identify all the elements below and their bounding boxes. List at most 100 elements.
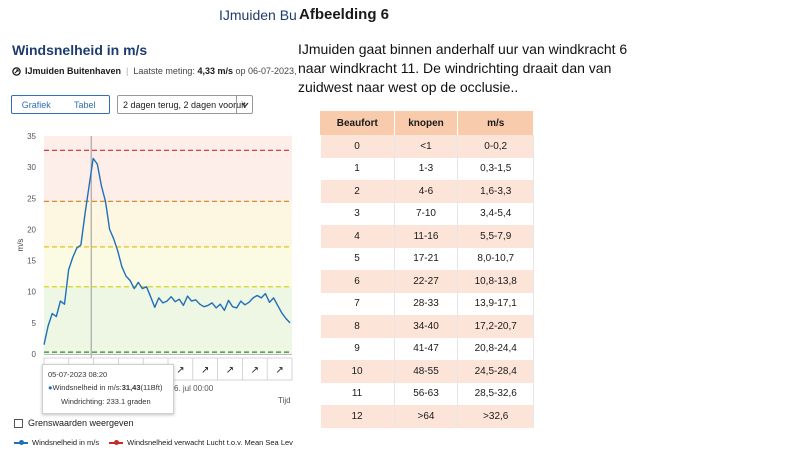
legend-swatch-forecast (109, 440, 124, 445)
cell-ms: 20,8-24,4 (457, 337, 534, 360)
series-dot-icon: ● (48, 383, 53, 392)
cell-beaufort: 7 (320, 292, 395, 315)
cell-knopen: <1 (394, 135, 459, 158)
cell-knopen: 7-10 (394, 202, 459, 225)
range-select-value: 2 dagen terug, 2 dagen vooruit (123, 99, 246, 110)
y-tick-label: 0 (32, 350, 37, 359)
station-name: IJmuiden Buitenhaven (25, 66, 122, 76)
location-pin-icon (12, 66, 21, 76)
tab-tabel[interactable]: Tabel (73, 99, 96, 110)
cell-knopen: 28-33 (394, 292, 459, 315)
cell-beaufort: 4 (320, 225, 395, 248)
cell-beaufort: 10 (320, 360, 395, 383)
cell-knopen: 56-63 (394, 382, 459, 405)
cell-beaufort: 0 (320, 135, 395, 158)
thresholds-toggle[interactable]: Grenswaarden weergeven (14, 418, 134, 428)
y-tick-label: 15 (27, 257, 36, 266)
cell-beaufort: 12 (320, 405, 395, 428)
cell-ms: 28,5-32,6 (457, 382, 534, 405)
table-row: 4 11-16 5,5-7,9 (320, 225, 534, 248)
table-row: 9 41-47 20,8-24,4 (320, 337, 534, 360)
divider: | (126, 66, 129, 76)
legend-item-forecast[interactable]: Windsnelheid verwacht Lucht t.o.v. Mean … (109, 438, 293, 447)
cell-beaufort: 9 (320, 337, 395, 360)
cell-ms: 5,5-7,9 (457, 225, 534, 248)
cell-beaufort: 3 (320, 202, 395, 225)
chart-band-1 (44, 246, 292, 287)
site-header: IJmuiden Buit (0, 0, 296, 30)
wind-direction-arrow-icon: ↗ (176, 365, 184, 376)
legend-item-measured[interactable]: Windsnelheid in m/s (14, 438, 99, 447)
cell-ms: 0-0,2 (457, 135, 534, 158)
tooltip-speed: ●Windsnelheid in m/s:31,43(11Bft) (48, 383, 162, 392)
cell-ms: 3,4-5,4 (457, 202, 534, 225)
header-beaufort: Beaufort (320, 111, 395, 135)
cell-ms: 0,3-1,5 (457, 157, 534, 180)
beaufort-table: Beaufort knopen m/s 0 <1 0-0,2 1 1-3 0,3-1,5 2… (320, 111, 534, 428)
table-row: 6 22-27 10,8-13,8 (320, 270, 534, 293)
cell-beaufort: 6 (320, 270, 395, 293)
y-tick-label: 5 (32, 319, 37, 328)
cell-ms: 24,5-28,4 (457, 360, 534, 383)
chart-band-3 (44, 136, 292, 202)
table-row: 5 17-21 8,0-10,7 (320, 247, 534, 270)
x-tick-label: 6. jul 00:00 (174, 384, 214, 393)
table-row: 2 4-6 1,6-3,3 (320, 180, 534, 203)
cell-ms: 13,9-17,1 (457, 292, 534, 315)
cell-knopen: 48-55 (394, 360, 459, 383)
table-row: 10 48-55 24,5-28,4 (320, 360, 534, 383)
tooltip-date: 05-07-2023 08:20 (48, 370, 108, 379)
cell-knopen: 34-40 (394, 315, 459, 338)
station-info: IJmuiden Buitenhaven | Laatste meting: 4… (12, 66, 296, 76)
chevron-down-icon[interactable] (236, 96, 252, 113)
table-row: 7 28-33 13,9-17,1 (320, 292, 534, 315)
y-axis-label: m/s (16, 239, 25, 252)
figure-title: Afbeelding 6 (299, 6, 390, 23)
last-measurement-time: op 06-07-2023, 19:30 (235, 66, 296, 76)
table-row: 0 <1 0-0,2 (320, 135, 534, 158)
view-tabs: Grafiek Tabel (11, 95, 110, 114)
site-name[interactable]: IJmuiden Buit (219, 7, 296, 23)
cell-knopen: 4-6 (394, 180, 459, 203)
cell-knopen: 11-16 (394, 225, 459, 248)
tooltip-speed-bft: (11Bft) (140, 383, 163, 392)
page-title: Windsnelheid in m/s (12, 42, 148, 58)
cell-knopen: 41-47 (394, 337, 459, 360)
cell-knopen: 22-27 (394, 270, 459, 293)
wind-direction-arrow-icon: ↗ (201, 365, 209, 376)
wind-direction-arrow-icon: ↗ (226, 365, 234, 376)
legend-label-measured: Windsnelheid in m/s (32, 438, 100, 447)
table-row: 11 56-63 28,5-32,6 (320, 382, 534, 405)
cell-knopen: 17-21 (394, 247, 459, 270)
thresholds-checkbox[interactable] (14, 418, 23, 428)
table-row: 8 34-40 17,2-20,7 (320, 315, 534, 338)
chart-band-0 (44, 286, 292, 354)
chart-tooltip: 05-07-2023 08:20 ●Windsnelheid in m/s:31… (42, 364, 174, 414)
y-tick-label: 25 (27, 194, 36, 203)
table-header-row: Beaufort knopen m/s (320, 111, 534, 135)
range-select[interactable]: 2 dagen terug, 2 dagen vooruit (117, 95, 253, 114)
y-tick-label: 35 (27, 132, 36, 141)
tooltip-speed-value: 31,43 (121, 383, 141, 392)
wind-speed-series-line[interactable] (43, 157, 291, 345)
cell-ms: >32,6 (457, 405, 534, 428)
table-row: 1 1-3 0,3-1,5 (320, 157, 534, 180)
wind-direction-arrow-icon: ↗ (275, 365, 283, 376)
cell-beaufort: 2 (320, 180, 395, 203)
cell-ms: 10,8-13,8 (457, 270, 534, 293)
tooltip-direction: Windrichting: 233.1 graden (61, 397, 151, 406)
cell-ms: 1,6-3,3 (457, 180, 534, 203)
legend-swatch-measured (14, 440, 28, 445)
table-row: 12 >64 >32,6 (320, 405, 534, 428)
y-tick-label: 20 (27, 225, 36, 234)
thresholds-label: Grenswaarden weergeven (28, 418, 134, 428)
legend-label-forecast: Windsnelheid verwacht Lucht t.o.v. Mean … (127, 438, 293, 447)
y-tick-label: 30 (27, 163, 36, 172)
tab-grafiek[interactable]: Grafiek (21, 99, 51, 110)
cell-knopen: 1-3 (394, 157, 459, 180)
cell-beaufort: 5 (320, 247, 395, 270)
header-ms: m/s (457, 111, 534, 135)
last-measurement-label: Laatste meting: (133, 66, 195, 76)
wind-direction-arrow-icon: ↗ (251, 365, 259, 376)
x-axis-label: Tijd (278, 396, 291, 405)
